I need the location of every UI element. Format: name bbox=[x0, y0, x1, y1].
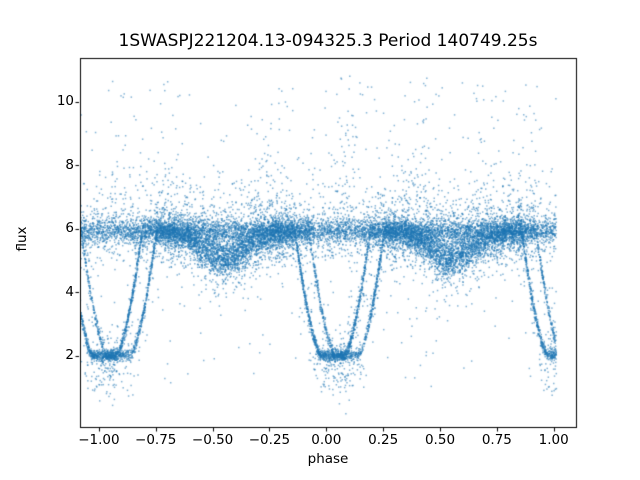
y-tick-label: 8 bbox=[65, 156, 74, 173]
y-axis-label: flux bbox=[14, 226, 30, 252]
x-tick-label: −0.25 bbox=[248, 432, 291, 448]
x-tick-label: −0.50 bbox=[191, 432, 234, 448]
y-tick-label: 6 bbox=[65, 220, 74, 237]
y-tick-label: 10 bbox=[56, 93, 74, 110]
x-tick-label: −0.75 bbox=[135, 432, 177, 448]
y-tick-label: 4 bbox=[65, 283, 74, 300]
chart-title: 1SWASPJ221204.13-094325.3 Period 140749.… bbox=[118, 31, 538, 51]
x-tick-label: 0.25 bbox=[368, 432, 399, 448]
x-tick-label: 1.00 bbox=[538, 432, 569, 448]
x-tick-label: −1.00 bbox=[78, 432, 120, 448]
x-axis-label: phase bbox=[307, 451, 349, 467]
y-tick-label: 2 bbox=[65, 347, 74, 364]
x-tick-label: 0.50 bbox=[424, 432, 456, 448]
x-tick-label: 0.75 bbox=[481, 432, 512, 448]
x-tick-label: 0.00 bbox=[311, 432, 342, 448]
